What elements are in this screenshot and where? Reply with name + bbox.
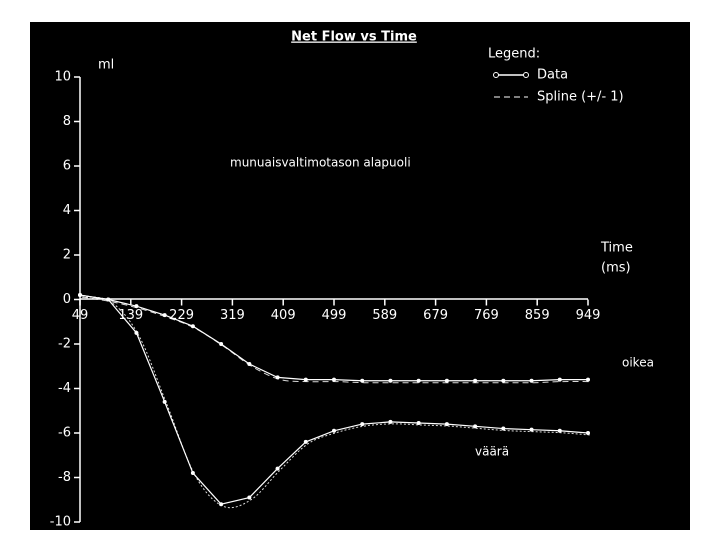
x-axis-label: (ms) bbox=[601, 261, 631, 276]
legend-icon bbox=[523, 72, 529, 78]
data-point bbox=[106, 297, 111, 302]
plot-background bbox=[30, 22, 690, 530]
data-point bbox=[332, 428, 336, 433]
chart-title: Net Flow vs Time bbox=[291, 30, 417, 45]
y-tick-label: -10 bbox=[50, 515, 71, 530]
data-point bbox=[444, 422, 449, 427]
legend-icon bbox=[493, 72, 499, 78]
data-point bbox=[586, 431, 590, 435]
y-tick-label: 10 bbox=[54, 70, 71, 85]
data-point bbox=[247, 362, 252, 367]
x-tick-label: 319 bbox=[220, 308, 245, 323]
legend-item: Data bbox=[537, 68, 568, 83]
data-point bbox=[586, 377, 590, 382]
x-tick-label: 499 bbox=[322, 308, 347, 323]
data-point bbox=[275, 375, 280, 380]
legend-title: Legend: bbox=[488, 47, 540, 62]
data-point bbox=[388, 378, 393, 383]
y-tick-label: 6 bbox=[63, 159, 71, 174]
data-point bbox=[303, 377, 308, 382]
spline bbox=[81, 296, 591, 509]
data-point bbox=[473, 378, 478, 383]
x-tick-label: 949 bbox=[576, 308, 601, 323]
data-point bbox=[416, 420, 421, 425]
data-point bbox=[247, 495, 252, 500]
x-tick-label: 589 bbox=[372, 308, 397, 323]
data-point bbox=[275, 466, 280, 471]
data-point bbox=[557, 377, 562, 382]
data-point bbox=[529, 427, 534, 432]
data-point bbox=[190, 324, 195, 329]
data-point bbox=[190, 471, 195, 476]
y-tick-label: 2 bbox=[63, 248, 71, 263]
data-point bbox=[473, 424, 478, 429]
data-point bbox=[219, 342, 224, 346]
data-point bbox=[303, 439, 308, 444]
data-point bbox=[501, 378, 506, 383]
series-label: väärä bbox=[475, 445, 509, 459]
y-tick-label: -6 bbox=[58, 426, 71, 441]
x-tick-label: 679 bbox=[423, 308, 448, 323]
data-point bbox=[360, 378, 365, 383]
y-tick-label: -8 bbox=[58, 470, 71, 485]
data-point bbox=[219, 502, 224, 507]
data-point bbox=[388, 419, 393, 424]
data-point bbox=[134, 304, 139, 309]
data-point bbox=[557, 428, 562, 433]
x-tick-label: 49 bbox=[72, 308, 89, 323]
x-tick-label: 409 bbox=[271, 308, 296, 323]
x-tick-label: 859 bbox=[525, 308, 550, 323]
data-point bbox=[162, 313, 167, 318]
data-point bbox=[416, 378, 421, 383]
data-point bbox=[78, 293, 82, 298]
y-tick-label: 4 bbox=[63, 203, 71, 218]
y-tick-label: -4 bbox=[58, 381, 71, 396]
x-axis-label: Time bbox=[600, 241, 633, 256]
y-axis-label: ml bbox=[98, 58, 114, 73]
data-point bbox=[134, 330, 139, 335]
legend-item: Spline (+/- 1) bbox=[537, 90, 624, 105]
x-tick-label: 229 bbox=[169, 308, 194, 323]
y-tick-label: -2 bbox=[58, 337, 71, 352]
data-point bbox=[360, 422, 365, 427]
x-tick-label: 769 bbox=[474, 308, 499, 323]
data-point bbox=[444, 378, 449, 383]
y-tick-label: 0 bbox=[63, 292, 71, 307]
annotation: munuaisvaltimotason alapuoli bbox=[230, 156, 411, 170]
series-label: oikea bbox=[622, 356, 654, 370]
data-point bbox=[162, 399, 167, 404]
data-point bbox=[501, 426, 506, 431]
y-tick-label: 8 bbox=[63, 114, 71, 129]
data-point bbox=[529, 378, 534, 383]
data-point bbox=[332, 377, 336, 382]
spline bbox=[81, 296, 591, 384]
